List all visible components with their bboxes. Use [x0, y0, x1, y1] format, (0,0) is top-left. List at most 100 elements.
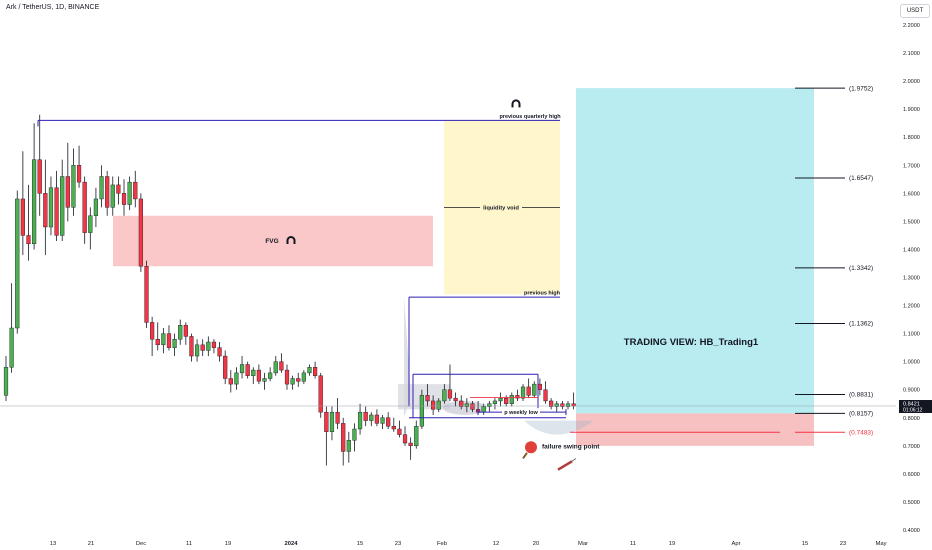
candle-body	[88, 215, 93, 233]
candle	[99, 165, 104, 208]
candle	[194, 339, 200, 362]
candle-body	[571, 403, 576, 407]
candle-body	[560, 403, 565, 407]
swing-shade	[524, 420, 594, 435]
y-tick-label: 2.2000	[903, 23, 920, 29]
candle	[374, 409, 380, 427]
candle	[571, 392, 576, 410]
candle-body	[20, 198, 25, 236]
candle	[341, 417, 346, 466]
x-tick-label: May	[876, 541, 887, 547]
y-tick-label: 1.0000	[903, 360, 920, 366]
candle	[391, 417, 396, 432]
currency-button[interactable]: USDT	[900, 4, 930, 18]
syringe-body	[557, 460, 573, 471]
candle-body	[318, 375, 323, 413]
liquidity-void-label-bg	[480, 203, 522, 212]
candle-body	[357, 411, 363, 430]
y-tick-label: 1.8000	[903, 135, 920, 141]
candle-body	[15, 198, 20, 329]
x-tick-label: Feb	[437, 541, 447, 547]
candle	[9, 283, 14, 373]
candle	[537, 378, 542, 396]
candle-body	[273, 361, 278, 374]
last-price-value: 0.8421	[903, 401, 920, 407]
candle-body	[290, 378, 295, 385]
candle	[329, 406, 335, 441]
candle	[301, 370, 306, 385]
candle-body	[3, 367, 9, 396]
candle	[200, 339, 205, 357]
candle	[183, 322, 188, 345]
x-tick-label: 11	[186, 541, 192, 547]
candle	[251, 367, 256, 385]
candle	[549, 398, 554, 410]
y-tick-label: 2.0000	[903, 79, 920, 85]
fvg-zone	[113, 215, 433, 267]
candle	[296, 372, 301, 387]
candle	[133, 170, 138, 208]
candle-body	[369, 414, 374, 421]
candle-body	[301, 372, 306, 382]
label-fvg: FVG	[265, 238, 278, 245]
candle-body	[565, 403, 571, 407]
candle	[352, 423, 357, 452]
y-tick-label: 0.4000	[903, 528, 920, 534]
candle	[357, 403, 363, 435]
candle-body	[549, 400, 554, 407]
y-tick-label: 1.1000	[903, 332, 920, 338]
candle	[386, 412, 391, 429]
candle	[166, 325, 172, 351]
candle	[161, 328, 166, 354]
y-tick-label: 0.5000	[903, 500, 920, 506]
candle-body	[251, 369, 256, 376]
candle-body	[459, 400, 464, 407]
candle-body	[515, 395, 520, 399]
x-tick-label: 13	[50, 541, 56, 547]
candle-body	[194, 344, 200, 357]
fib-layer: (1.9752) (1.6547) (1.3342) (1.1362) (0.8831)…	[795, 85, 873, 436]
candle	[504, 395, 509, 407]
candle	[492, 398, 498, 410]
range-shade	[443, 400, 487, 415]
candle-body	[397, 428, 402, 435]
arch-icon	[286, 236, 296, 245]
candle-body	[520, 386, 526, 399]
candle	[520, 384, 526, 401]
y-tick-label: 1.2000	[903, 304, 920, 310]
candle-body	[504, 397, 509, 404]
candle	[256, 364, 261, 385]
text-layer: previous quarterly high liquidity void pre…	[265, 99, 759, 471]
candle-body	[498, 397, 503, 402]
candles-layer	[3, 114, 576, 466]
watermark-text: TRADING VIEW: HB_Trading1	[624, 337, 759, 348]
candle	[554, 400, 559, 413]
candle	[346, 431, 351, 463]
candle-body	[127, 181, 132, 205]
candle	[138, 193, 143, 272]
candle	[419, 389, 424, 429]
candle-body	[60, 176, 65, 236]
candle	[273, 356, 278, 376]
candle-body	[200, 344, 205, 351]
candle	[498, 392, 503, 407]
candle	[363, 406, 368, 427]
stop-zone	[576, 413, 814, 446]
candle	[65, 142, 70, 222]
x-tick-label: 23	[395, 541, 401, 547]
candle-body	[436, 400, 441, 410]
candle	[110, 176, 115, 216]
candle	[144, 260, 149, 328]
candle	[509, 392, 514, 407]
candle	[543, 381, 548, 404]
fib-label: (0.8831)	[849, 392, 873, 399]
candle	[116, 176, 121, 205]
candle	[369, 412, 374, 427]
paddle-handle	[522, 452, 528, 460]
candle	[324, 406, 329, 466]
paddle-icon	[522, 441, 537, 460]
candle-body	[386, 417, 391, 427]
y-tick-label: 1.4000	[903, 247, 920, 253]
fib-label: (0.7483)	[849, 429, 873, 436]
